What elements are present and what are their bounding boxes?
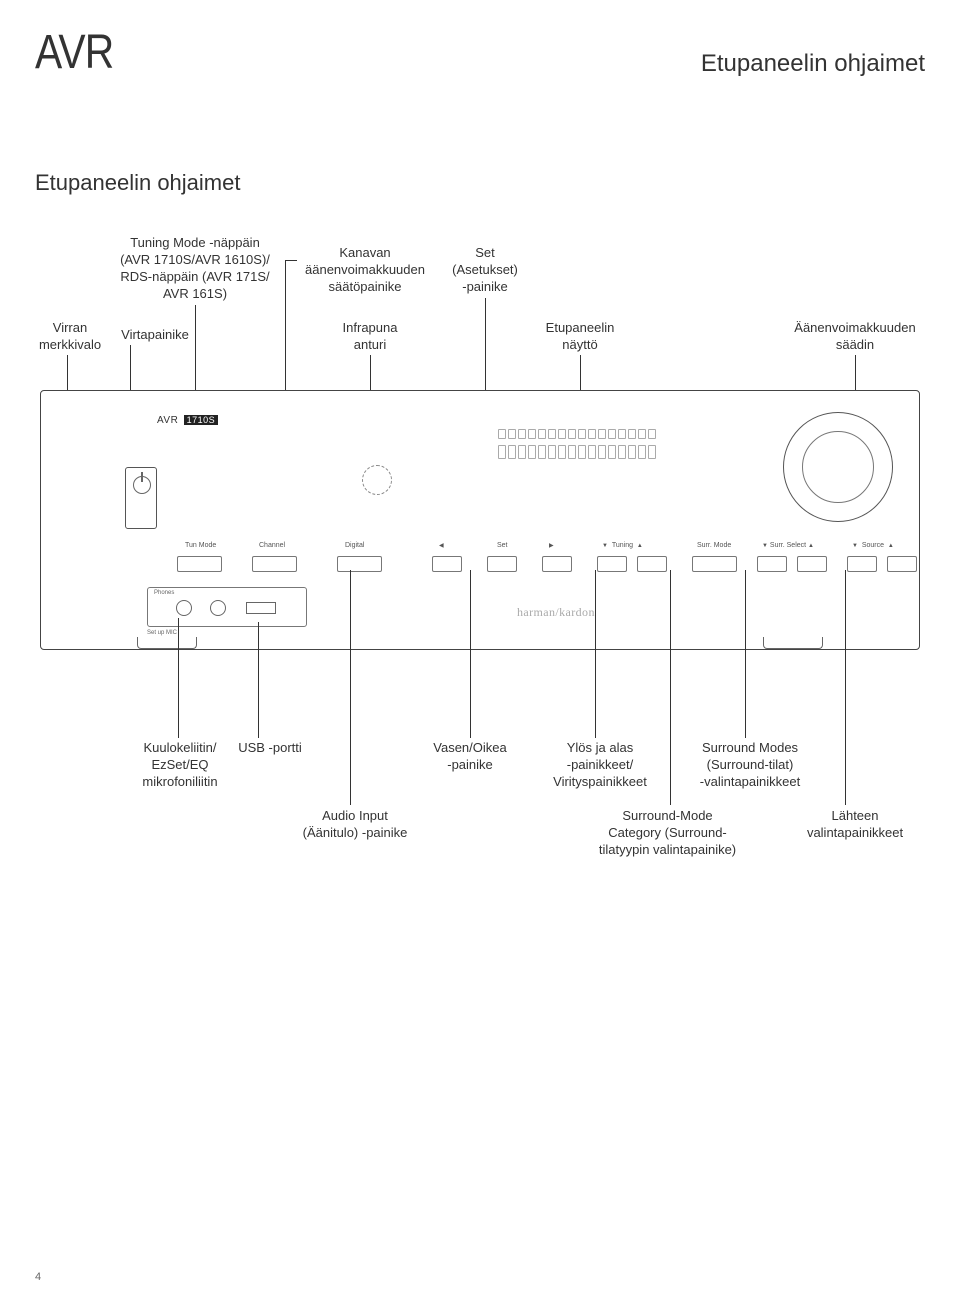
- callout-surround-category: Surround-ModeCategory (Surround-tilatyyp…: [580, 808, 755, 859]
- callout-source-select: Lähteenvalintapainikkeet: [795, 808, 915, 842]
- channel-button[interactable]: [252, 556, 297, 572]
- left-button[interactable]: [432, 556, 462, 572]
- right-button[interactable]: [542, 556, 572, 572]
- model-prefix: AVR: [157, 415, 178, 426]
- setup-mic-jack[interactable]: [210, 600, 226, 616]
- leader-line: [258, 622, 259, 738]
- power-button[interactable]: [125, 467, 157, 529]
- label-channel: Channel: [259, 542, 285, 549]
- digital-button[interactable]: [337, 556, 382, 572]
- leader-line: [350, 570, 351, 805]
- leader-line: [745, 570, 746, 738]
- leader-line: [845, 570, 846, 805]
- front-display: [467, 429, 687, 475]
- logo: AVR: [35, 25, 127, 80]
- model-badge: AVR 1710S: [157, 415, 218, 426]
- set-button[interactable]: [487, 556, 517, 572]
- leader-line: [178, 618, 179, 738]
- power-led-dot: [87, 439, 93, 445]
- callout-ir-sensor: Infrapunaanturi: [325, 320, 415, 354]
- callout-usb: USB -portti: [230, 740, 310, 757]
- volume-knob[interactable]: [783, 412, 893, 522]
- label-setup-mic: Set up MIC: [147, 630, 177, 636]
- callout-left-right: Vasen/Oikea-painike: [420, 740, 520, 774]
- arrow-left-icon: ◀: [439, 542, 444, 549]
- callout-power-button: Virtapainike: [110, 327, 200, 344]
- tuning-down-button[interactable]: [597, 556, 627, 572]
- surr-select-down-button[interactable]: [757, 556, 787, 572]
- usb-port[interactable]: [246, 602, 276, 614]
- label-source: ▼ Source ▲: [852, 542, 894, 549]
- callout-audio-input: Audio Input(Äänitulo) -painike: [290, 808, 420, 842]
- source-up-button[interactable]: [887, 556, 917, 572]
- label-tun-mode: Tun Mode: [185, 542, 216, 549]
- label-surr-mode: Surr. Mode: [697, 542, 731, 549]
- label-phones: Phones: [154, 590, 174, 596]
- leader-line: [470, 570, 471, 738]
- headphone-jack[interactable]: [176, 600, 192, 616]
- arrow-right-icon: ▶: [549, 542, 554, 549]
- device-foot: [763, 637, 823, 649]
- port-panel: Phones: [147, 587, 307, 627]
- page-title: Etupaneelin ohjaimet: [701, 50, 925, 78]
- ir-sensor: [362, 465, 392, 495]
- callout-display: Etupaneelinnäyttö: [525, 320, 635, 354]
- page: AVR Etupaneelin ohjaimet Etupaneelin ohj…: [0, 0, 960, 1303]
- model-number: 1710S: [184, 415, 219, 425]
- callout-set-button: Set(Asetukset)-painike: [445, 245, 525, 296]
- button-row: Tun Mode Channel Digital ◀ Set ▶ ▼ Tunin…: [177, 552, 883, 577]
- surr-mode-button[interactable]: [692, 556, 737, 572]
- tun-mode-button[interactable]: [177, 556, 222, 572]
- surr-select-up-button[interactable]: [797, 556, 827, 572]
- callout-up-down: Ylös ja alas-painikkeet/Virityspainikkee…: [540, 740, 660, 791]
- callout-surround-modes: Surround Modes(Surround-tilat)-valintapa…: [685, 740, 815, 791]
- device-foot: [137, 637, 197, 649]
- tuning-up-button[interactable]: [637, 556, 667, 572]
- callout-power-led: Virranmerkkivalo: [30, 320, 110, 354]
- callout-headphone: Kuulokeliitin/EzSet/EQmikrofoniliitin: [120, 740, 240, 791]
- brand-text: harman/kardon: [517, 605, 595, 620]
- page-number: 4: [35, 1271, 41, 1283]
- leader-line: [595, 570, 596, 738]
- device-front-panel: AVR 1710S Tun Mode: [40, 390, 920, 650]
- callout-channel-volume: Kanavanäänenvoimakkuudensäätöpainike: [295, 245, 435, 296]
- callout-tuning-mode: Tuning Mode -näppäin(AVR 1710S/AVR 1610S…: [110, 235, 280, 303]
- section-title: Etupaneelin ohjaimet: [35, 170, 240, 196]
- label-tuning: ▼ Tuning ▲: [602, 542, 643, 549]
- leader-line: [285, 260, 286, 275]
- label-digital: Digital: [345, 542, 364, 549]
- source-down-button[interactable]: [847, 556, 877, 572]
- callout-volume: Äänenvoimakkuudensäädin: [775, 320, 935, 354]
- label-surr-select: ▼ Surr. Select ▲: [762, 542, 814, 549]
- label-set: Set: [497, 542, 508, 549]
- leader-line: [670, 570, 671, 805]
- leader-line: [285, 260, 297, 261]
